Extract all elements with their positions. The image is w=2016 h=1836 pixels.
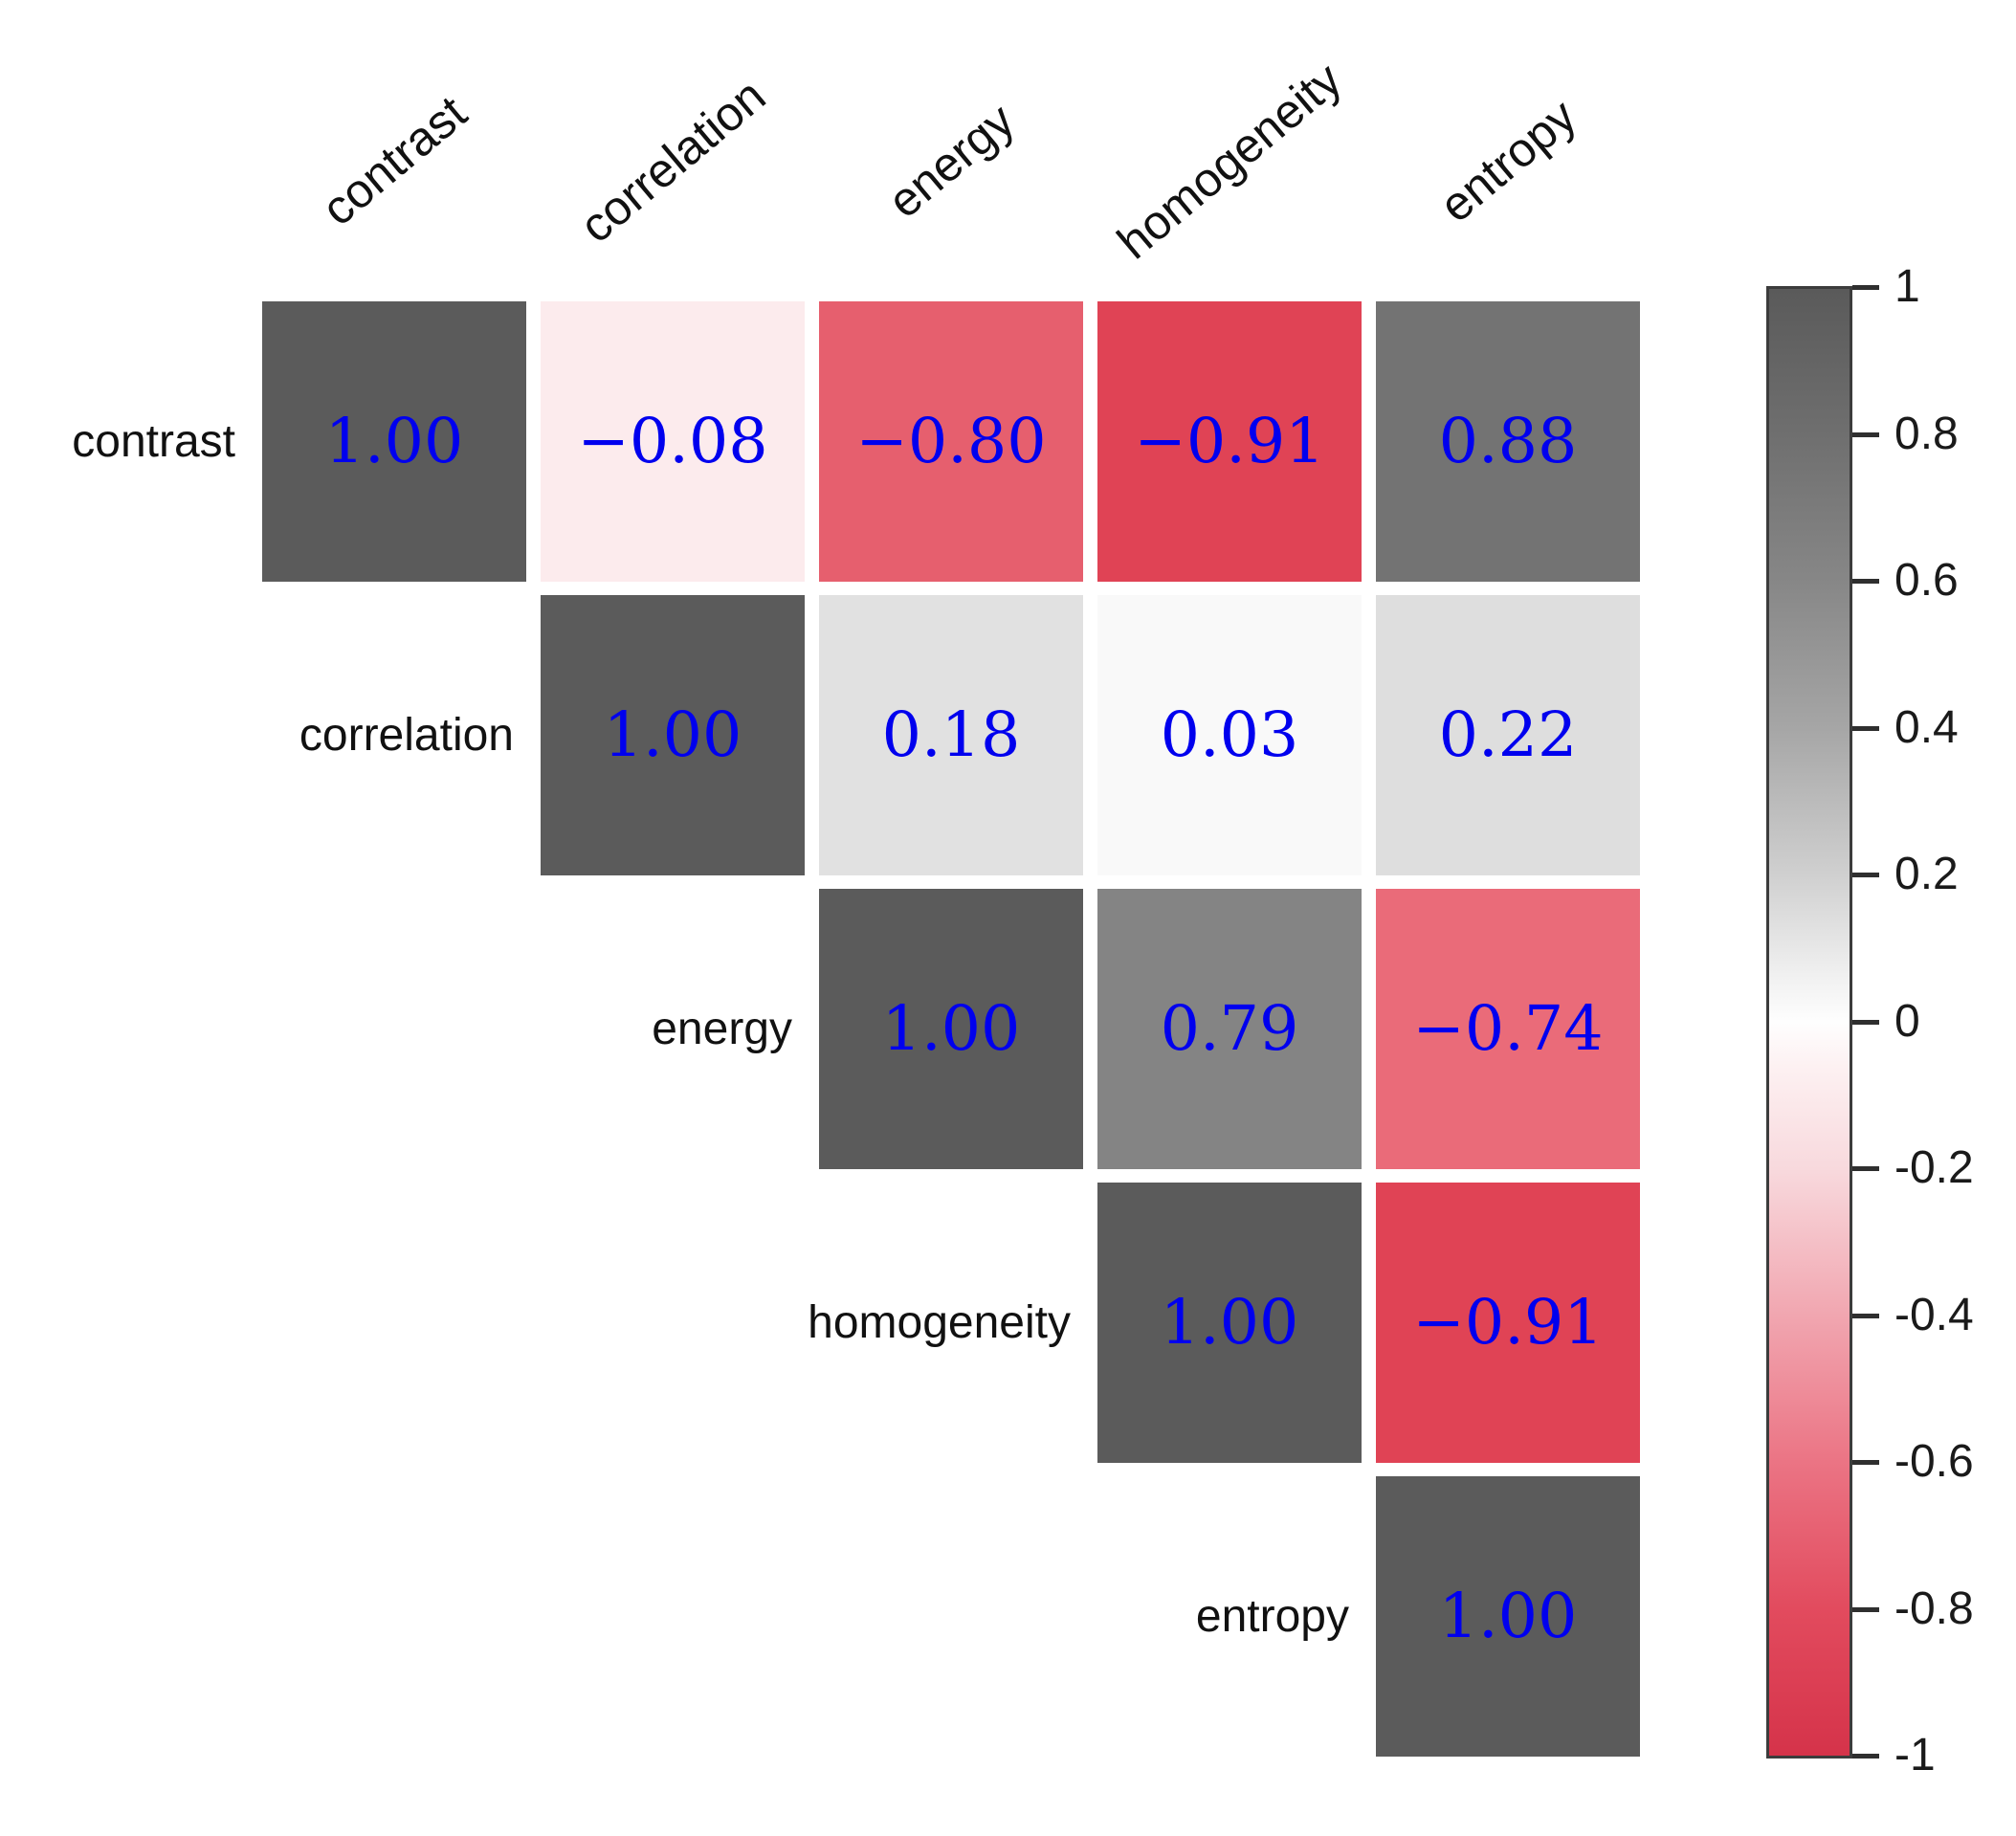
- cell-homogeneity-entropy: −0.91: [1376, 1183, 1640, 1463]
- cell-value: 0.18: [881, 699, 1021, 771]
- cell-contrast-energy: −0.80: [819, 301, 1083, 582]
- colorbar: [1766, 286, 1852, 1759]
- cell-value: 1.00: [1438, 1581, 1578, 1652]
- col-label-correlation: correlation: [569, 68, 776, 254]
- colorbar-tick: [1852, 873, 1879, 877]
- cell-value: 1.00: [1160, 1287, 1299, 1359]
- cell-value: 1.00: [603, 699, 742, 771]
- cell-value: 0.03: [1160, 699, 1299, 771]
- cell-value: −0.91: [1134, 406, 1325, 477]
- cell-energy-energy: 1.00: [819, 889, 1083, 1169]
- colorbar-tick: [1852, 1606, 1879, 1612]
- cell-value: −0.91: [1412, 1287, 1604, 1359]
- colorbar-tick-label: 0.4: [1894, 701, 1959, 753]
- col-label-energy: energy: [877, 93, 1025, 229]
- cell-homogeneity-homogeneity: 1.00: [1097, 1183, 1362, 1463]
- colorbar-tick: [1852, 1460, 1879, 1465]
- cell-value: −0.08: [577, 406, 768, 477]
- cell-value: −0.74: [1412, 993, 1604, 1065]
- colorbar-tick: [1852, 285, 1879, 290]
- cell-contrast-contrast: 1.00: [262, 301, 526, 582]
- cell-value: 1.00: [881, 993, 1021, 1065]
- colorbar-tick-label: 0: [1894, 995, 1920, 1047]
- col-label-entropy: entropy: [1429, 88, 1586, 233]
- cell-value: 0.79: [1160, 993, 1299, 1065]
- colorbar-tick-label: 0.6: [1894, 555, 1959, 606]
- cell-entropy-entropy: 1.00: [1376, 1476, 1640, 1757]
- cell-contrast-homogeneity: −0.91: [1097, 301, 1362, 582]
- colorbar-tick-label: -0.6: [1894, 1436, 1974, 1487]
- colorbar-tick: [1852, 431, 1879, 437]
- cell-value: 0.22: [1438, 699, 1578, 771]
- row-label-correlation: correlation: [299, 709, 514, 761]
- row-label-contrast: contrast: [72, 415, 235, 467]
- colorbar-tick: [1852, 1754, 1879, 1759]
- cell-correlation-correlation: 1.00: [541, 595, 805, 875]
- row-label-homogeneity: homogeneity: [808, 1296, 1071, 1348]
- colorbar-tick-label: -0.2: [1894, 1142, 1974, 1193]
- cell-correlation-entropy: 0.22: [1376, 595, 1640, 875]
- colorbar-tick-label: 0.8: [1894, 408, 1959, 459]
- col-label-contrast: contrast: [311, 85, 477, 236]
- row-label-entropy: entropy: [1195, 1590, 1349, 1642]
- colorbar-tick: [1852, 1313, 1879, 1318]
- colorbar-tick: [1852, 1019, 1879, 1025]
- row-label-energy: energy: [652, 1003, 792, 1054]
- cell-correlation-homogeneity: 0.03: [1097, 595, 1362, 875]
- cell-energy-entropy: −0.74: [1376, 889, 1640, 1169]
- cell-correlation-energy: 0.18: [819, 595, 1083, 875]
- colorbar-tick-label: -0.4: [1894, 1289, 1974, 1340]
- colorbar-tick-label: -0.8: [1894, 1582, 1974, 1634]
- colorbar-tick: [1852, 725, 1879, 731]
- cell-value: 1.00: [324, 406, 464, 477]
- cell-energy-homogeneity: 0.79: [1097, 889, 1362, 1169]
- cell-value: 0.88: [1438, 406, 1578, 477]
- colorbar-tick-label: 1: [1894, 261, 1920, 312]
- colorbar-tick: [1852, 1166, 1879, 1171]
- colorbar-tick: [1852, 579, 1879, 584]
- colorbar-tick-label: -1: [1894, 1730, 1936, 1781]
- cell-contrast-entropy: 0.88: [1376, 301, 1640, 582]
- cell-contrast-correlation: −0.08: [541, 301, 805, 582]
- cell-value: −0.80: [855, 406, 1047, 477]
- col-label-homogeneity: homogeneity: [1107, 52, 1352, 270]
- colorbar-tick-label: 0.2: [1894, 849, 1959, 899]
